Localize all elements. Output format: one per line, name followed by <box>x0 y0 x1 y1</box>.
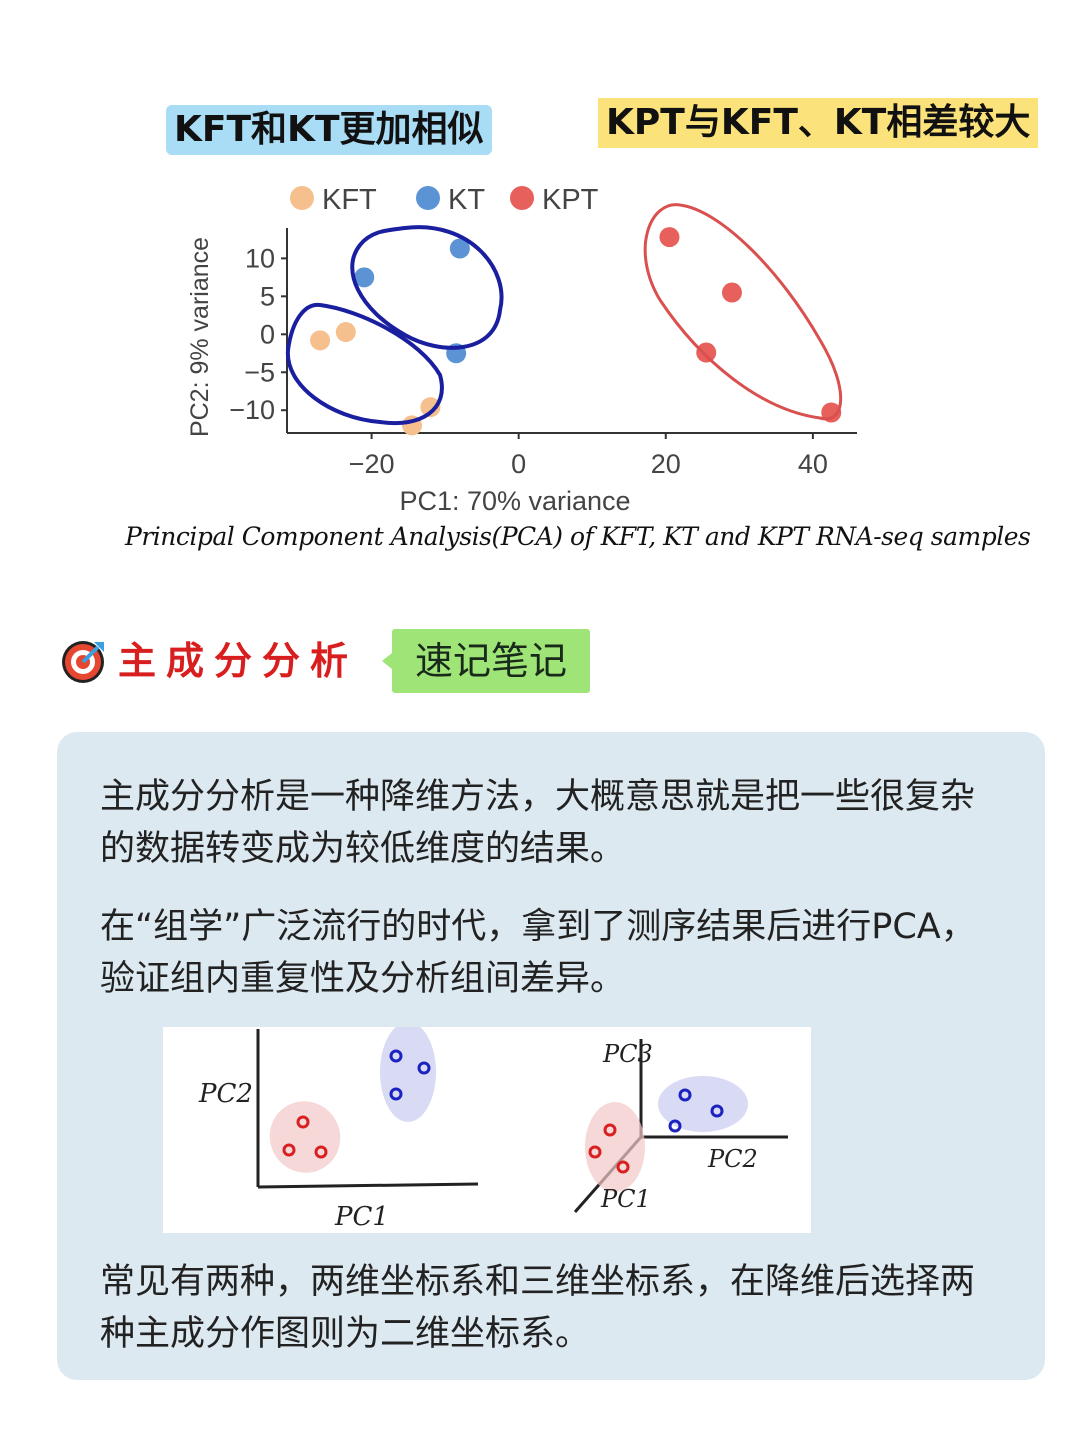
point-kpt <box>696 342 717 363</box>
legend-marker-kft <box>290 186 314 210</box>
y-tick-label: −5 <box>244 357 275 387</box>
kpt-circle <box>643 203 843 421</box>
pc2-label: PC2 <box>198 1079 253 1109</box>
x-tick-label: 20 <box>651 449 681 479</box>
y-axis-label: PC2: 9% variance <box>186 237 214 437</box>
y-tick-label: 5 <box>260 281 275 311</box>
chart-axes: −20 0 20 40 10 5 0 −5 −10 <box>229 228 857 479</box>
point-kt <box>449 238 470 259</box>
quick-notes-tag: 速记笔记 <box>382 629 590 693</box>
chart-legend: KFT KT KPT <box>290 184 599 216</box>
x-tick-label: −20 <box>349 449 395 479</box>
point-kft <box>335 322 356 343</box>
2d-sketch: PC2 PC1 <box>198 1022 479 1232</box>
hand-drawn-circles <box>285 203 843 426</box>
kt-circle <box>350 225 504 350</box>
chart-caption: Principal Component Analysis(PCA) of KFT… <box>125 522 1031 551</box>
point-kt <box>354 267 375 288</box>
pc2-3d-label: PC2 <box>707 1145 758 1173</box>
legend-marker-kpt <box>510 186 534 210</box>
3d-sketch: PC3 PC2 PC1 <box>573 1039 788 1213</box>
pc1-3d-label: PC1 <box>600 1185 651 1213</box>
paragraph-definition: 主成分分析是一种降维方法，大概意思就是把一些很复杂的数据转变成为较低维度的结果。 <box>100 777 976 869</box>
point-kft <box>420 397 441 418</box>
legend-label-kpt: KPT <box>542 184 599 216</box>
paragraph-usage: 在“组学”广泛流行的时代，拿到了测序结果后进行PCA，验证组内重复性及分析组间差… <box>100 907 976 999</box>
kft-circle <box>285 302 444 426</box>
x-tick-label: 40 <box>798 449 828 479</box>
legend-marker-kt <box>416 186 440 210</box>
point-kft <box>310 330 331 351</box>
note-different: KPT与KFT、KT相差较大 <box>598 98 1039 148</box>
legend-label-kft: KFT <box>322 184 377 216</box>
target-icon <box>62 641 104 683</box>
paragraph-types: 常见有两种，两维坐标系和三维坐标系，在降维后选择两种主成分作图则为二维坐标系。 <box>100 1262 976 1354</box>
pc3-label: PC3 <box>602 1040 653 1068</box>
legend-label-kt: KT <box>448 184 485 216</box>
point-kpt <box>721 282 742 303</box>
section-title: 主成分分析 <box>118 639 359 683</box>
y-tick-label: 0 <box>260 319 275 349</box>
point-kpt <box>659 227 680 248</box>
pca-chart: KFT KT KPT −20 0 20 40 10 5 0 −5 −10 PC1: 70% vari… <box>186 184 857 516</box>
x-tick-label: 0 <box>511 449 526 479</box>
pc1-label: PC1 <box>334 1202 389 1232</box>
pca-sketch-image: PC2 PC1 PC3 PC2 PC1 <box>163 1022 811 1233</box>
x-axis-label: PC1: 70% variance <box>399 486 630 516</box>
note-similar: KFT和KT更加相似 <box>166 105 492 155</box>
y-tick-label: −10 <box>229 395 275 425</box>
y-tick-label: 10 <box>245 243 275 273</box>
